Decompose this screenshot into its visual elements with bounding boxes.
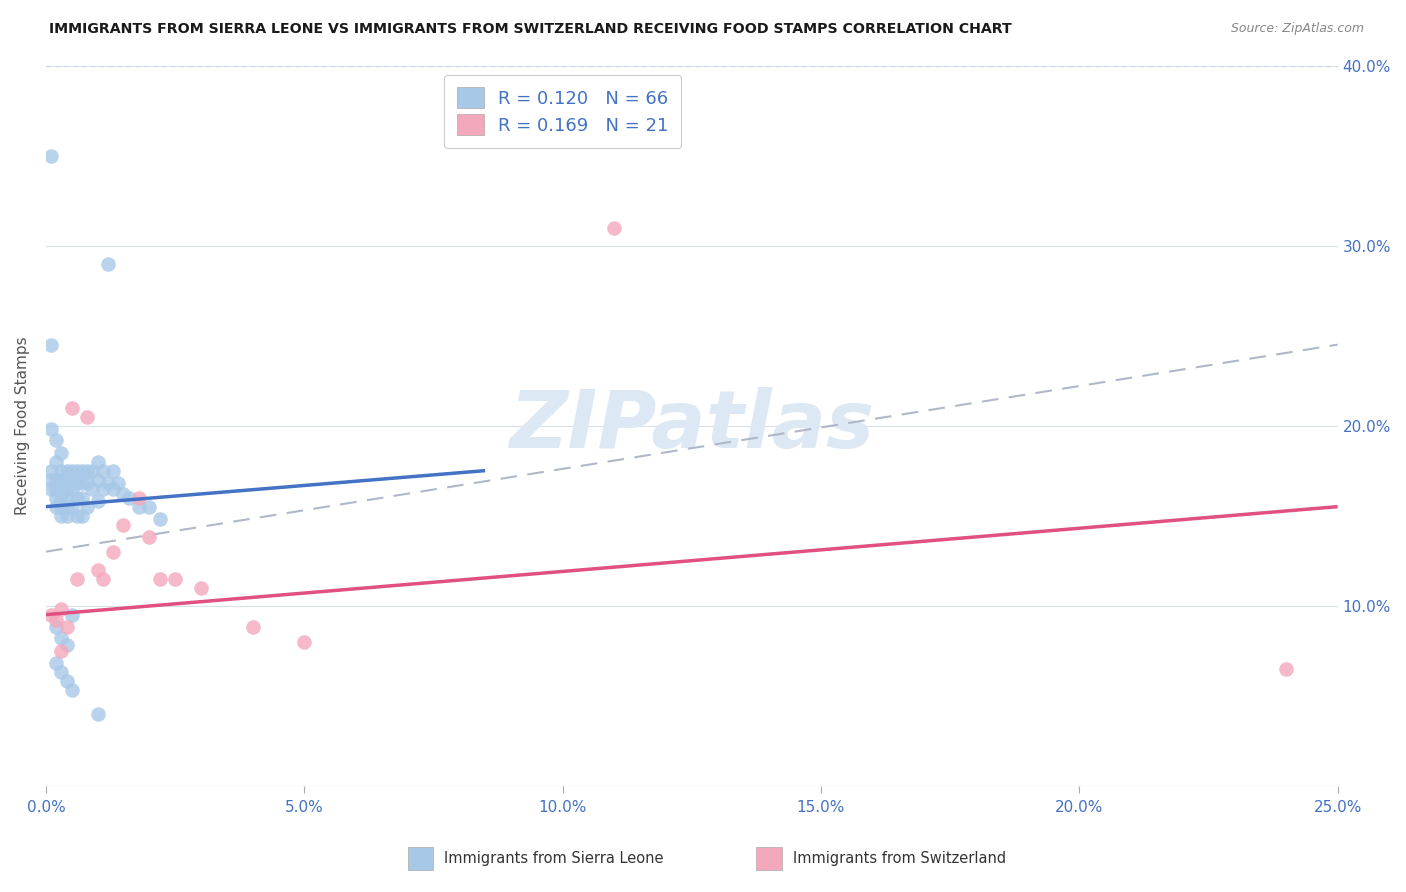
Point (55, 491, 77, 505)
Point (45, 491, 67, 505)
Point (86, 473, 108, 487)
Legend: R = 0.120   N = 66, R = 0.169   N = 21: R = 0.120 N = 66, R = 0.169 N = 21 (444, 75, 682, 148)
Point (51, 491, 73, 505)
Point (60, 482, 83, 496)
Point (138, 530, 160, 544)
Point (112, 517, 135, 532)
Point (51, 602, 73, 616)
Point (55, 508, 77, 523)
Point (128, 491, 150, 505)
Text: Source: ZipAtlas.com: Source: ZipAtlas.com (1230, 22, 1364, 36)
Text: ZIPatlas: ZIPatlas (509, 386, 875, 465)
Point (39, 464, 62, 478)
Point (107, 476, 129, 491)
Point (45, 433, 67, 447)
Point (70, 464, 93, 478)
Point (51, 473, 73, 487)
Point (45, 620, 67, 634)
Text: Immigrants from Switzerland: Immigrants from Switzerland (793, 851, 1007, 866)
Point (149, 512, 172, 526)
Point (101, 544, 124, 558)
Point (60, 473, 83, 487)
Point (55, 674, 77, 689)
Point (45, 473, 67, 487)
Point (55, 500, 77, 514)
Y-axis label: Receiving Food Stamps: Receiving Food Stamps (15, 336, 30, 515)
Point (76, 464, 98, 478)
Point (39, 148, 62, 162)
Point (86, 563, 108, 577)
Point (66, 508, 89, 523)
Point (165, 572, 187, 586)
Point (86, 494, 108, 508)
Point (82, 482, 104, 496)
Point (55, 620, 77, 634)
Point (55, 473, 77, 487)
Point (39, 337, 62, 351)
Point (51, 508, 73, 523)
Point (51, 665, 73, 680)
Point (60, 607, 83, 622)
Point (70, 491, 93, 505)
Point (242, 620, 264, 634)
Point (76, 500, 98, 514)
Point (76, 409, 98, 424)
Point (112, 487, 135, 501)
Point (39, 482, 62, 496)
Point (45, 657, 67, 671)
Point (86, 455, 108, 469)
Point (97, 257, 120, 271)
Point (149, 572, 172, 586)
Text: Immigrants from Sierra Leone: Immigrants from Sierra Leone (444, 851, 664, 866)
Point (190, 581, 212, 595)
Point (70, 508, 93, 523)
Point (55, 638, 77, 652)
Point (101, 482, 124, 496)
Point (66, 572, 89, 586)
Point (70, 476, 93, 491)
Point (60, 401, 83, 415)
Point (292, 634, 315, 648)
Point (45, 613, 67, 627)
Point (55, 464, 77, 478)
Point (128, 500, 150, 514)
Point (60, 500, 83, 514)
Point (117, 491, 139, 505)
Point (51, 464, 73, 478)
Point (60, 683, 83, 698)
Point (1275, 662, 1298, 676)
Point (66, 476, 89, 491)
Point (91, 572, 114, 586)
Point (66, 464, 89, 478)
Point (39, 422, 62, 436)
Point (55, 482, 77, 496)
Point (101, 464, 124, 478)
Point (45, 500, 67, 514)
Text: IMMIGRANTS FROM SIERRA LEONE VS IMMIGRANTS FROM SWITZERLAND RECEIVING FOOD STAMP: IMMIGRANTS FROM SIERRA LEONE VS IMMIGRAN… (49, 22, 1012, 37)
Point (51, 482, 73, 496)
Point (138, 500, 160, 514)
Point (603, 220, 626, 235)
Point (91, 482, 114, 496)
Point (76, 476, 98, 491)
Point (97, 476, 120, 491)
Point (51, 445, 73, 459)
Point (39, 473, 62, 487)
Point (66, 491, 89, 505)
Point (82, 464, 104, 478)
Point (45, 455, 67, 469)
Point (91, 464, 114, 478)
Point (51, 643, 73, 657)
Point (39, 607, 62, 622)
Point (51, 631, 73, 645)
Point (86, 706, 108, 721)
Point (51, 500, 73, 514)
Point (60, 464, 83, 478)
Point (45, 482, 67, 496)
